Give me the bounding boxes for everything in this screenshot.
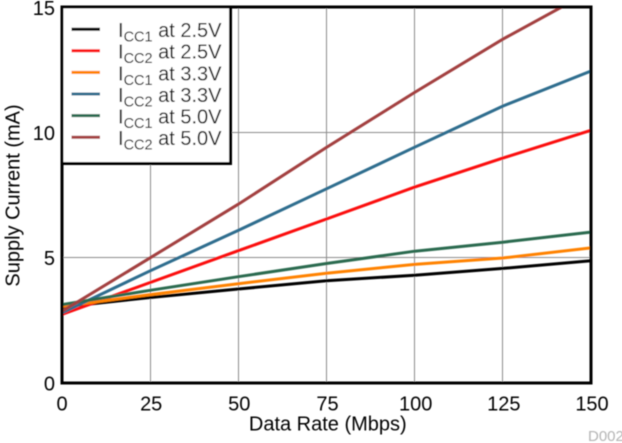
svg-text:ICC1 at 3.3V: ICC1 at 3.3V: [118, 63, 222, 89]
svg-text:125: 125: [487, 394, 520, 416]
svg-text:150: 150: [575, 394, 608, 416]
svg-text:50: 50: [228, 394, 250, 416]
svg-text:Supply Current (mA): Supply Current (mA): [3, 104, 25, 286]
svg-text:75: 75: [316, 394, 338, 416]
svg-text:Data Rate (Mbps): Data Rate (Mbps): [249, 414, 407, 436]
svg-text:0: 0: [44, 374, 55, 396]
svg-text:D002: D002: [588, 428, 622, 443]
svg-text:100: 100: [399, 394, 432, 416]
svg-text:10: 10: [33, 123, 55, 145]
svg-text:25: 25: [140, 394, 162, 416]
svg-text:ICC1 at 2.5V: ICC1 at 2.5V: [118, 20, 222, 46]
svg-text:0: 0: [56, 394, 67, 416]
svg-text:15: 15: [33, 0, 55, 20]
svg-text:ICC1 at 5.0V: ICC1 at 5.0V: [118, 107, 222, 133]
svg-text:5: 5: [44, 248, 55, 270]
